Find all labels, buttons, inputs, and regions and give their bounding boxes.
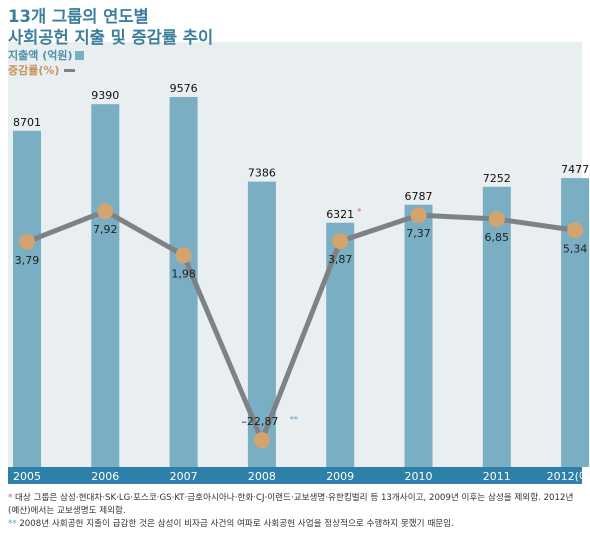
bar — [91, 104, 120, 468]
footnote-1-text: 대상 그룹은 삼성·현대차·SK·LG·포스코·GS·KT·금호아시아나·한화·… — [8, 493, 574, 516]
x-axis-band — [8, 467, 582, 484]
line-marker — [97, 203, 114, 220]
title-line-2: 사회공헌 지출 및 증감률 추이 — [8, 28, 214, 47]
line-value-label: 6,85 — [485, 231, 510, 244]
bar — [482, 186, 511, 467]
chart-title: 13개 그룹의 연도별 사회공헌 지출 및 증감률 추이 — [8, 6, 213, 48]
line-path — [26, 208, 576, 443]
line-annotation-mark: ** — [290, 415, 298, 424]
x-tick-label: 2006 — [91, 470, 119, 483]
title-line-1: 13개 그룹의 연도별 — [8, 7, 149, 26]
footnote-1-mark: * — [8, 493, 13, 503]
bar-value-label: 7477 — [561, 163, 589, 176]
legend-bar-swatch — [75, 51, 85, 60]
line-marker — [488, 211, 505, 228]
line-value-label: 3,79 — [15, 254, 40, 267]
bar-value-label: 6787 — [405, 190, 433, 203]
line-marker — [332, 233, 349, 250]
bar-value-label: 9576 — [170, 82, 198, 95]
line-series: 3,79 7,92 1,98 –22,87 ** 3,87 7,37 6,85 5,34 — [15, 203, 588, 449]
line-value-label: 1,98 — [171, 267, 196, 280]
footnote-2-text: 2008년 사회공헌 지출이 급감한 것은 삼성이 비자금 사건의 여파로 사회… — [16, 519, 454, 529]
chart: 8701 9390 9576 7386 6321 * 6787 7252 7477 3,79 7,… — [8, 42, 590, 484]
line-marker — [567, 222, 584, 239]
footnote-2: ** 2008년 사회공헌 지출이 급감한 것은 삼성이 비자금 사건의 여파로… — [8, 518, 583, 531]
x-tick-label: 2008 — [248, 470, 276, 483]
line-marker — [253, 432, 270, 449]
bar-value-label: 7252 — [483, 172, 511, 185]
x-tick-label: 2010 — [405, 470, 433, 483]
x-tick-label: 2009 — [326, 470, 354, 483]
line-value-label: –22,87 — [241, 415, 278, 428]
bar-series: 8701 9390 9576 7386 6321 * 6787 7252 7477 — [13, 82, 590, 468]
line-value-label: 7,37 — [406, 227, 431, 240]
bar-value-label: 7386 — [248, 167, 276, 180]
bar-value-label: 9390 — [91, 89, 119, 102]
legend-line-swatch — [64, 69, 76, 72]
bar — [404, 204, 433, 467]
legend: 지출액 (억원) 증감률(%) — [8, 48, 85, 78]
line-marker — [19, 233, 35, 250]
line-marker — [175, 247, 192, 264]
bar — [561, 178, 590, 467]
bar-value-label: 6321 — [326, 208, 354, 221]
legend-item-line: 증감률(%) — [8, 63, 84, 78]
legend-bar-label: 지출액 (억원) — [8, 49, 73, 62]
x-tick-label: 2012(예산) — [547, 470, 590, 483]
footnote-2-mark: ** — [8, 519, 17, 529]
bar-annotation-mark: * — [357, 207, 361, 216]
x-axis-tick-labels: 2005 2006 2007 2008 2009 2010 2011 2012(예산) — [13, 470, 590, 483]
x-tick-label: 2005 — [13, 470, 41, 483]
bar-value-label: 8701 — [13, 116, 41, 129]
legend-item-bar: 지출액 (억원) — [8, 48, 85, 63]
x-tick-label: 2007 — [170, 470, 198, 483]
x-tick-label: 2011 — [483, 470, 511, 483]
line-value-label: 3,87 — [328, 253, 353, 266]
legend-line-label: 증감률(%) — [8, 64, 60, 77]
footnotes: * 대상 그룹은 삼성·현대차·SK·LG·포스코·GS·KT·금호아시아나·한… — [8, 492, 583, 531]
bar — [13, 130, 41, 468]
line-value-label: 7,92 — [93, 223, 118, 236]
line-value-label: 5,34 — [563, 242, 588, 255]
footnote-1: * 대상 그룹은 삼성·현대차·SK·LG·포스코·GS·KT·금호아시아나·한… — [8, 492, 583, 518]
line-marker — [410, 207, 427, 224]
